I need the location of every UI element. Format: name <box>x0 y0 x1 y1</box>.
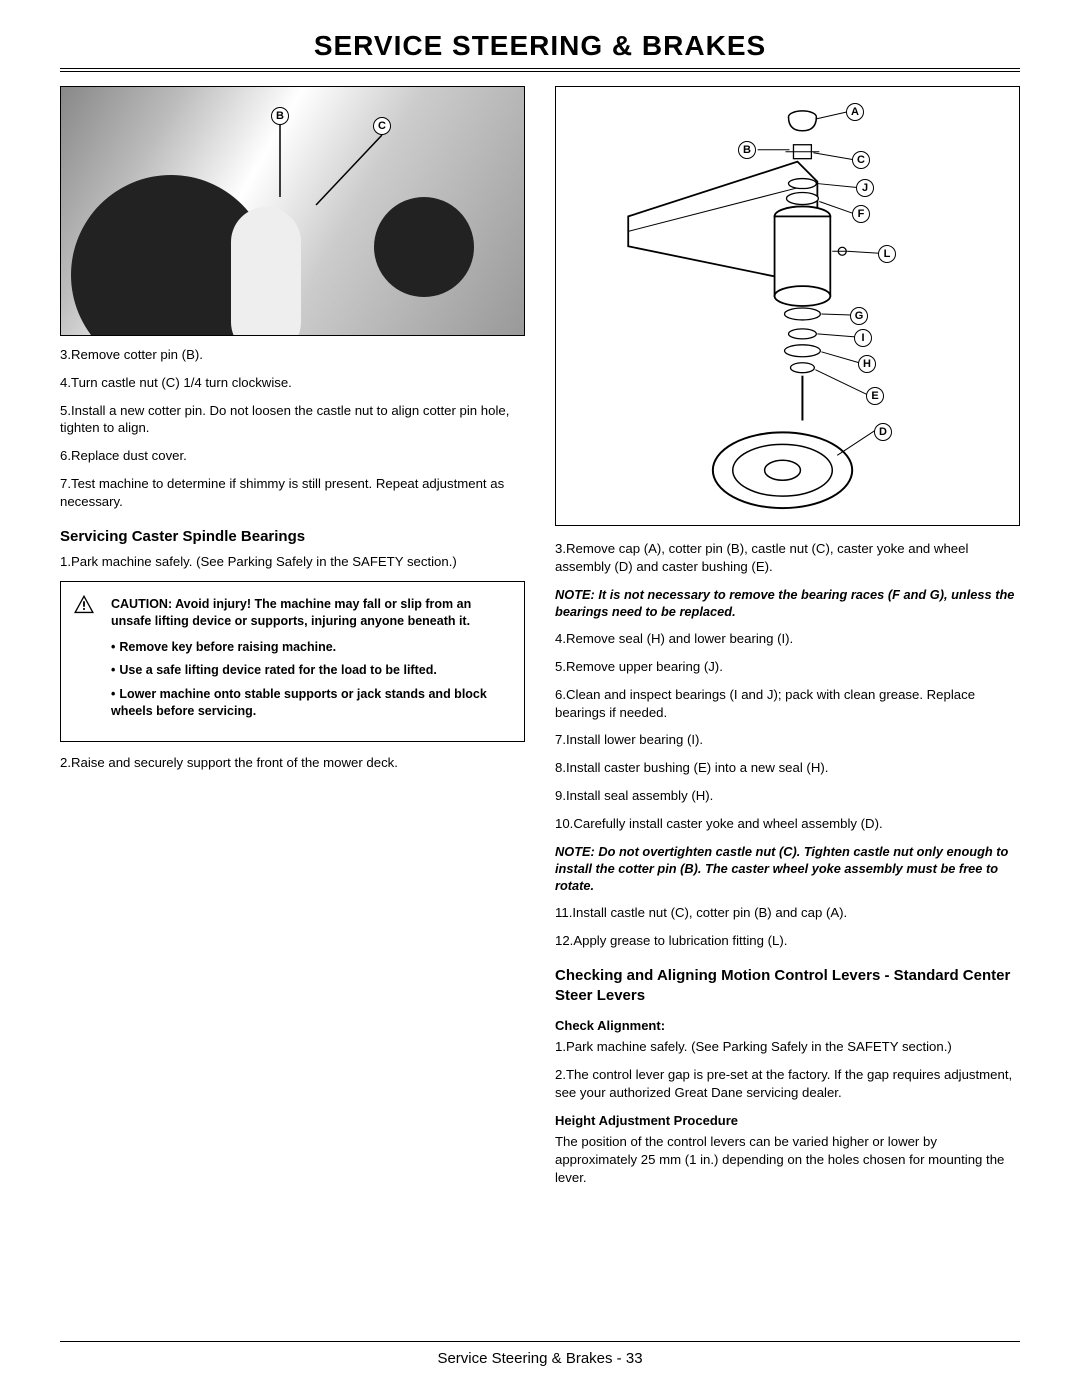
caution-bullet: Remove key before raising machine. <box>111 639 510 657</box>
step: 7.Test machine to determine if shimmy is… <box>60 475 525 511</box>
caster-exploded-diagram: A B C J F L G I H E D <box>555 86 1020 526</box>
step: 8.Install caster bushing (E) into a new … <box>555 759 1020 777</box>
title-double-rule <box>60 68 1020 72</box>
step: 3.Remove cotter pin (B). <box>60 346 525 364</box>
diagram-label-i: I <box>854 329 872 347</box>
diagram-label-l: L <box>878 245 896 263</box>
diagram-label-b: B <box>738 141 756 159</box>
caution-bullet: Lower machine onto stable supports or ja… <box>111 686 510 721</box>
diagram-label-h: H <box>858 355 876 373</box>
check-alignment-label: Check Alignment: <box>555 1017 1020 1035</box>
step: 2.Raise and securely support the front o… <box>60 754 525 772</box>
step: 9.Install seal assembly (H). <box>555 787 1020 805</box>
step: 10.Carefully install caster yoke and whe… <box>555 815 1020 833</box>
step: 6.Replace dust cover. <box>60 447 525 465</box>
caution-lead: CAUTION: Avoid injury! The machine may f… <box>111 597 471 629</box>
subheading-motion-control: Checking and Aligning Motion Control Lev… <box>555 966 1020 1007</box>
diagram-label-e: E <box>866 387 884 405</box>
note: NOTE: It is not necessary to remove the … <box>555 586 1020 621</box>
step: 7.Install lower bearing (I). <box>555 731 1020 749</box>
right-column: A B C J F L G I H E D 3.Remove cap (A), … <box>555 86 1020 1197</box>
step: 11.Install castle nut (C), cotter pin (B… <box>555 904 1020 922</box>
subheading-servicing-caster: Servicing Caster Spindle Bearings <box>60 527 525 547</box>
step: 6.Clean and inspect bearings (I and J); … <box>555 686 1020 722</box>
step: 5.Install a new cotter pin. Do not loose… <box>60 402 525 438</box>
footer-page-number: 33 <box>626 1350 643 1367</box>
step: 4.Turn castle nut (C) 1/4 turn clockwise… <box>60 374 525 392</box>
caution-bullet-list: Remove key before raising machine. Use a… <box>111 639 510 721</box>
diagram-label-c: C <box>852 151 870 169</box>
diagram-label-g: G <box>850 307 868 325</box>
step: 3.Remove cap (A), cotter pin (B), castle… <box>555 540 1020 576</box>
content-columns: B C 3.Remove cotter pin (B). 4.Turn cast… <box>60 86 1020 1197</box>
body-text: The position of the control levers can b… <box>555 1133 1020 1186</box>
left-column: B C 3.Remove cotter pin (B). 4.Turn cast… <box>60 86 525 1197</box>
spindle-photo: B C <box>60 86 525 336</box>
step: 5.Remove upper bearing (J). <box>555 658 1020 676</box>
step: 1.Park machine safely. (See Parking Safe… <box>60 553 525 571</box>
step: 12.Apply grease to lubrication fitting (… <box>555 932 1020 950</box>
photo-callout-c: C <box>373 117 391 135</box>
page-title: Service Steering & Brakes <box>60 30 1020 68</box>
diagram-label-a: A <box>846 103 864 121</box>
caution-bullet: Use a safe lifting device rated for the … <box>111 662 510 680</box>
caution-box: CAUTION: Avoid injury! The machine may f… <box>60 581 525 742</box>
warning-icon <box>73 594 95 614</box>
step: 1.Park machine safely. (See Parking Safe… <box>555 1038 1020 1056</box>
note: NOTE: Do not overtighten castle nut (C).… <box>555 843 1020 895</box>
step: 4.Remove seal (H) and lower bearing (I). <box>555 630 1020 648</box>
footer: Service Steering & Brakes - 33 <box>0 1350 1080 1367</box>
footer-rule <box>60 1341 1020 1342</box>
step: 2.The control lever gap is pre-set at th… <box>555 1066 1020 1102</box>
diagram-label-d: D <box>874 423 892 441</box>
diagram-label-j: J <box>856 179 874 197</box>
diagram-label-f: F <box>852 205 870 223</box>
photo-callout-b: B <box>271 107 289 125</box>
footer-section: Service Steering & Brakes <box>437 1350 612 1367</box>
photo-leaders <box>61 87 524 335</box>
height-adjustment-label: Height Adjustment Procedure <box>555 1112 1020 1130</box>
